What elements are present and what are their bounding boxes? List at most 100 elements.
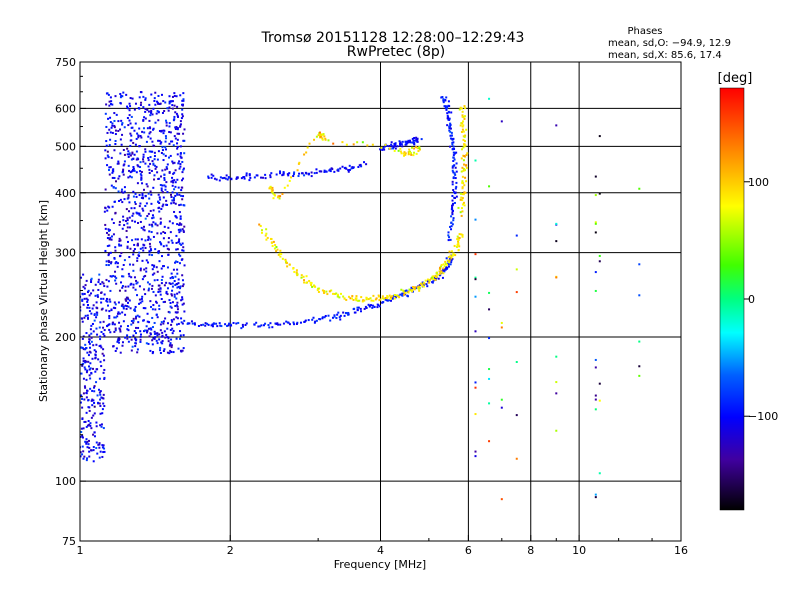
data-point — [126, 147, 129, 150]
data-point — [182, 204, 185, 207]
data-point — [451, 180, 454, 183]
data-point — [123, 198, 126, 201]
data-point — [170, 140, 173, 143]
data-point — [143, 288, 146, 291]
data-point — [142, 209, 145, 212]
data-point — [170, 202, 173, 205]
data-point — [193, 323, 196, 326]
data-point — [109, 131, 112, 134]
data-point — [153, 99, 156, 102]
data-point — [515, 291, 518, 294]
data-point — [171, 176, 174, 179]
data-point — [93, 405, 96, 408]
data-point — [282, 171, 285, 174]
data-point — [89, 328, 92, 331]
data-point — [332, 292, 335, 295]
data-point — [357, 306, 360, 309]
data-point — [409, 289, 412, 292]
data-point — [84, 284, 87, 287]
data-point — [106, 285, 109, 288]
data-point — [109, 236, 112, 239]
data-point — [452, 151, 455, 154]
data-point — [169, 277, 172, 280]
x-axis-label: Frequency [MHz] — [334, 558, 426, 571]
data-point — [117, 190, 120, 193]
data-point — [170, 294, 173, 297]
data-point — [134, 342, 137, 345]
data-point — [172, 172, 175, 175]
data-point — [449, 254, 452, 257]
data-point — [133, 330, 136, 333]
data-point — [101, 444, 104, 447]
data-point — [598, 192, 601, 195]
data-point — [235, 322, 238, 325]
data-point — [488, 291, 491, 294]
data-point — [156, 100, 159, 103]
data-point — [378, 305, 381, 308]
data-point — [244, 324, 247, 327]
data-point — [316, 288, 319, 291]
data-point — [442, 272, 445, 275]
data-point — [200, 324, 203, 327]
data-point — [500, 406, 503, 409]
data-point — [300, 274, 303, 277]
data-point — [381, 297, 384, 300]
data-point — [181, 186, 184, 189]
data-point — [81, 445, 84, 448]
data-point — [104, 149, 107, 152]
data-point — [99, 450, 102, 453]
data-point — [134, 332, 137, 335]
data-point — [464, 107, 467, 110]
data-point — [162, 203, 165, 206]
data-point — [159, 175, 162, 178]
data-point — [99, 393, 102, 396]
data-point — [515, 361, 518, 364]
data-point — [382, 297, 385, 300]
data-point — [381, 147, 384, 150]
data-point — [127, 297, 130, 300]
data-point — [417, 287, 420, 290]
data-point — [305, 275, 308, 278]
data-point — [358, 299, 361, 302]
data-point — [109, 275, 112, 278]
data-point — [100, 425, 103, 428]
data-point — [168, 106, 171, 109]
data-point — [353, 307, 356, 310]
data-point — [324, 137, 327, 140]
data-point — [113, 124, 116, 127]
data-point — [81, 436, 84, 439]
data-point — [111, 205, 114, 208]
data-point — [463, 143, 466, 146]
data-point — [232, 321, 235, 324]
data-point — [159, 221, 162, 224]
data-point — [318, 131, 321, 134]
data-point — [594, 358, 597, 361]
data-point — [451, 204, 454, 207]
data-point — [145, 259, 148, 262]
data-point — [449, 145, 452, 148]
data-point — [107, 304, 110, 307]
data-point — [500, 120, 503, 123]
data-point — [447, 117, 450, 120]
data-point — [106, 325, 109, 328]
data-point — [149, 114, 152, 117]
data-point — [286, 173, 289, 176]
data-point — [434, 274, 437, 277]
data-point — [152, 265, 155, 268]
data-point — [171, 241, 174, 244]
data-point — [158, 308, 161, 311]
data-point — [120, 304, 123, 307]
data-point — [87, 439, 90, 442]
data-point — [179, 287, 182, 290]
data-point — [157, 177, 160, 180]
data-point — [126, 296, 129, 299]
data-point — [125, 236, 128, 239]
data-point — [445, 267, 448, 270]
data-point — [515, 268, 518, 271]
data-point — [132, 157, 135, 160]
data-point — [175, 304, 178, 307]
data-point — [461, 186, 464, 189]
data-point — [128, 256, 131, 259]
data-point — [163, 348, 166, 351]
